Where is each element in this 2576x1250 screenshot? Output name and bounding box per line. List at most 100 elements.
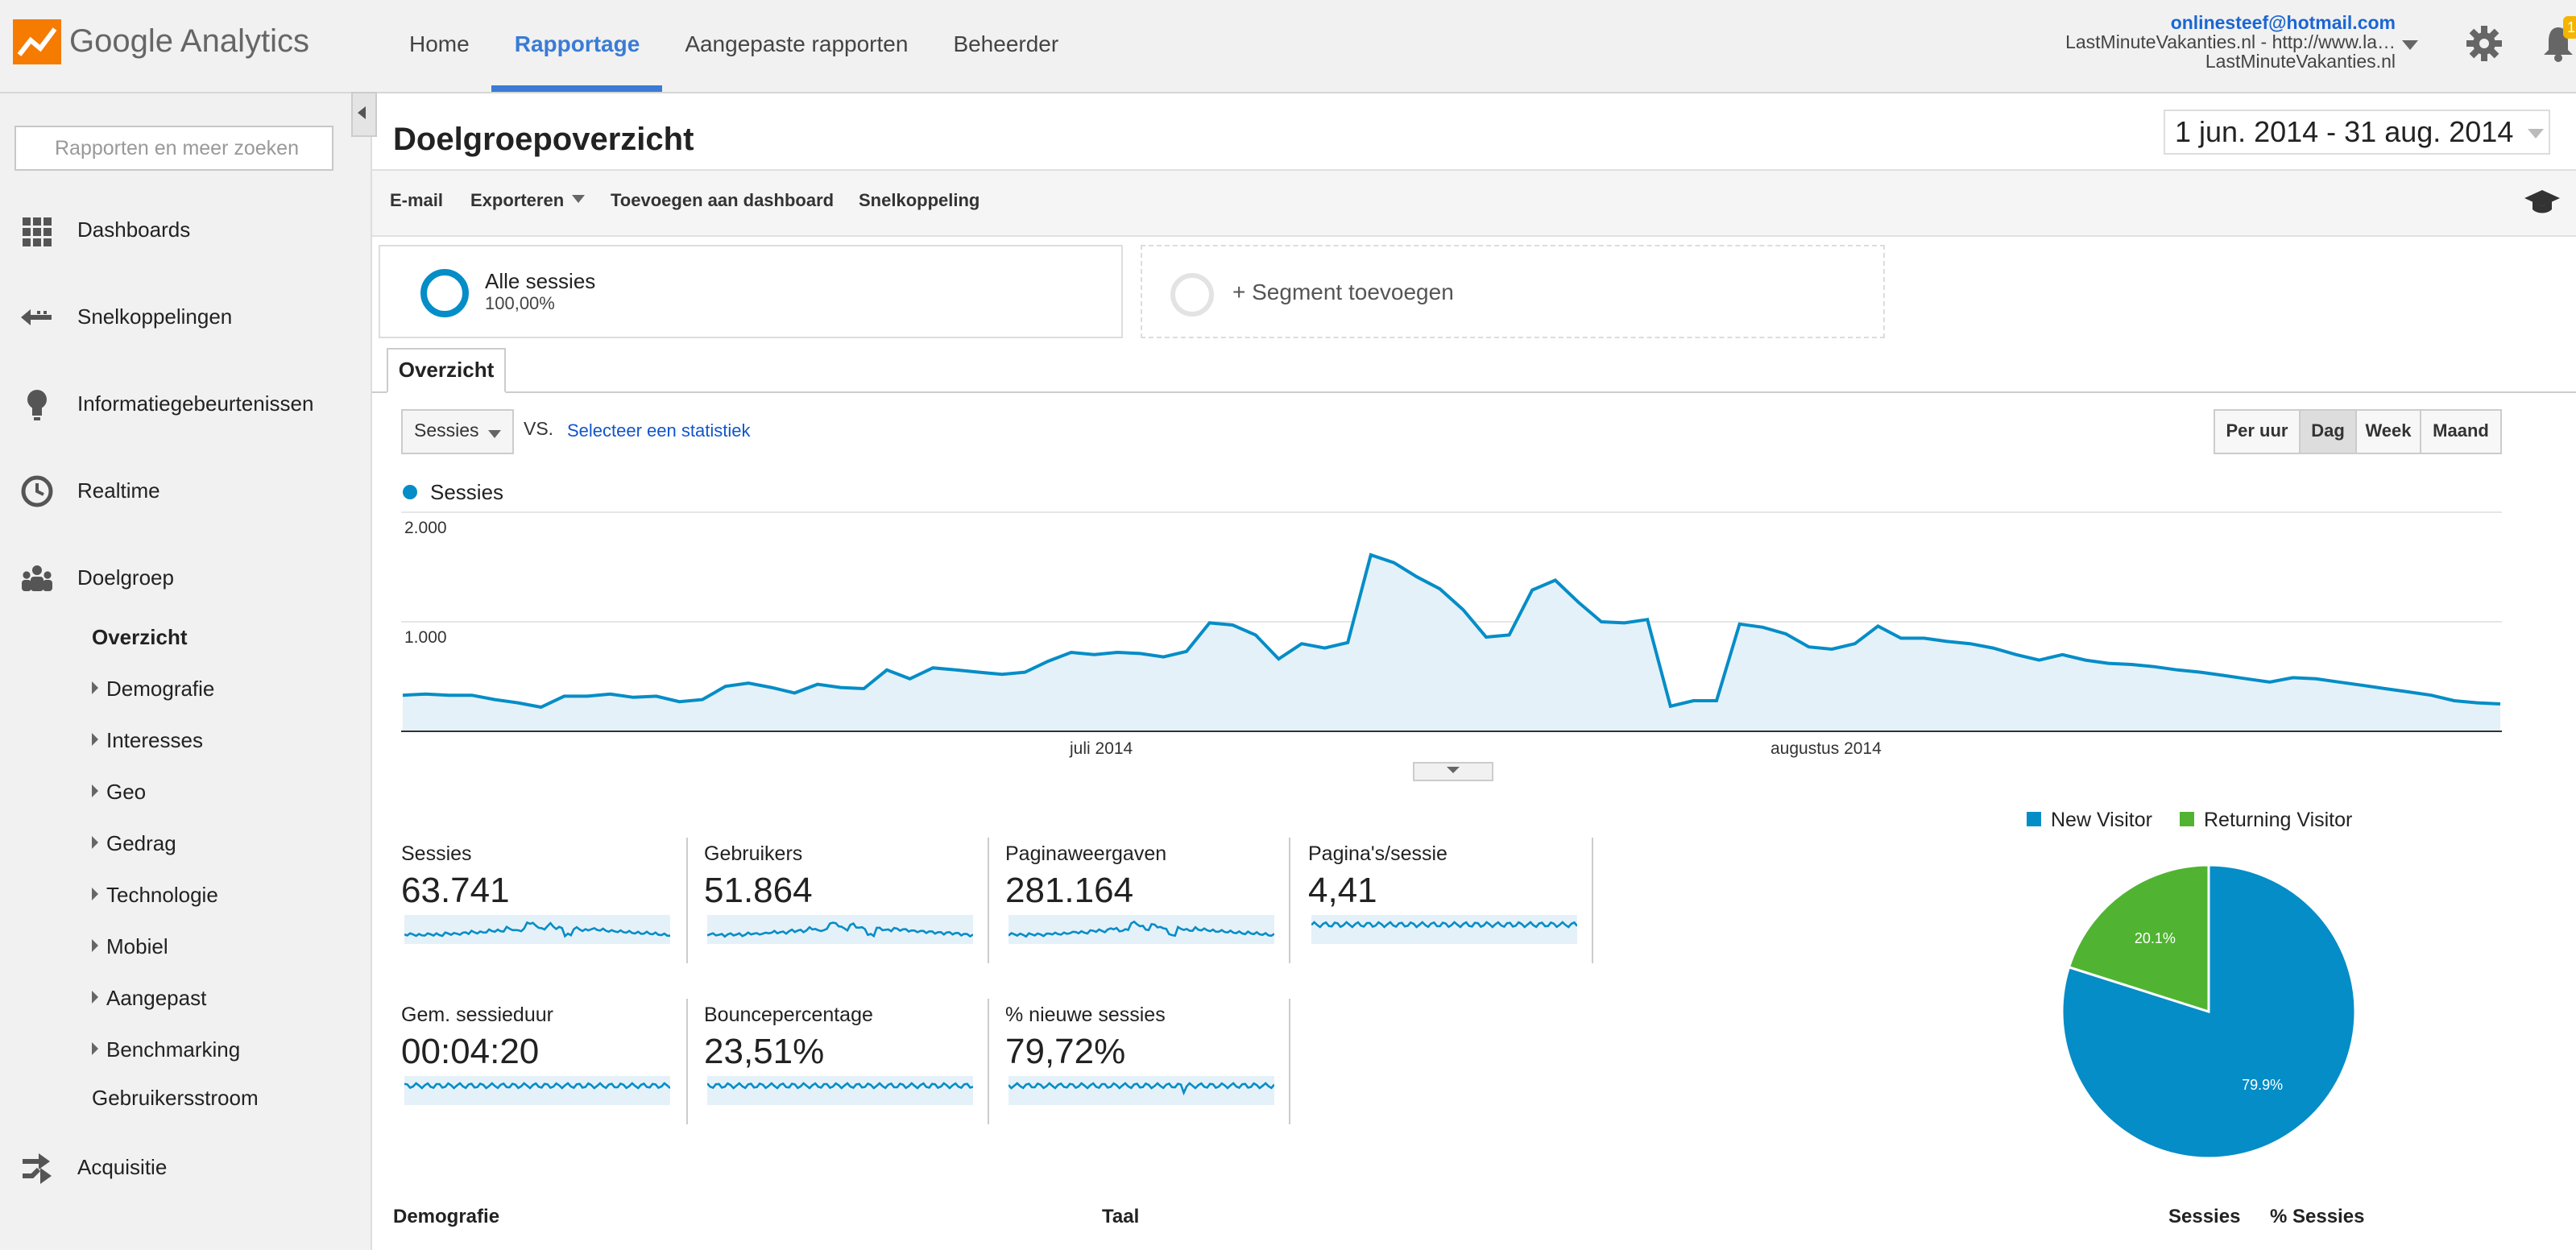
shortcut-button[interactable]: Snelkoppeling <box>859 192 980 211</box>
report-toolbar: E-mail Exporteren Toevoegen aan dashboar… <box>372 169 2576 237</box>
empty-segment-ring-icon <box>1170 273 1214 317</box>
sessions-line-chart[interactable] <box>401 509 2502 783</box>
sidebar-item-label: Snelkoppelingen <box>77 304 233 329</box>
sidebar-item-shortcuts[interactable]: Snelkoppelingen <box>0 293 371 341</box>
period-month-button[interactable]: Maand <box>2420 409 2502 454</box>
metric-select[interactable]: Sessies <box>401 409 514 454</box>
graduation-cap-icon[interactable] <box>2524 187 2560 216</box>
kpi-label: Paginaweergaven <box>1005 842 1167 865</box>
kpi-avg-session-duration[interactable]: Gem. sessieduur 00:04:20 <box>401 999 702 1124</box>
sidebar-sub-mobile[interactable]: Mobiel <box>92 934 168 958</box>
kpi-value: 23,51% <box>704 1031 825 1071</box>
kpi-pages-per-session[interactable]: Pagina's/sessie 4,41 <box>1308 838 1609 963</box>
visitor-type-pie-chart[interactable]: 79.9% 20.1% <box>2048 851 2370 1173</box>
table-header-pct-sessions[interactable]: % Sessies <box>2270 1205 2365 1227</box>
expand-icon <box>92 784 98 797</box>
gear-icon[interactable] <box>2466 26 2502 61</box>
sidebar-item-label: Informatiegebeurtenissen <box>77 391 314 416</box>
table-header-sessions[interactable]: Sessies <box>2168 1205 2241 1227</box>
sparkline-line <box>404 921 670 938</box>
kpi-value: 63.741 <box>401 870 510 910</box>
kpi-users[interactable]: Gebruikers 51.864 <box>704 838 1005 963</box>
export-label: Exporteren <box>470 192 565 211</box>
nav-custom-reports[interactable]: Aangepaste rapporten <box>685 31 909 56</box>
chevron-down-icon <box>572 195 586 203</box>
segment-ring-icon <box>420 269 469 317</box>
sidebar-sub-interests[interactable]: Interesses <box>92 728 203 752</box>
sidebar-item-dashboards[interactable]: Dashboards <box>0 206 371 255</box>
segment-all-sessions[interactable]: Alle sessies 100,00% <box>379 245 1123 338</box>
legend-label: Returning Visitor <box>2204 809 2353 831</box>
date-range-picker[interactable]: 1 jun. 2014 - 31 aug. 2014 <box>2164 110 2550 155</box>
account-email: onlinesteef@hotmail.com <box>2170 14 2396 34</box>
acquisition-icon <box>23 1153 52 1184</box>
sidebar-sub-custom[interactable]: Aangepast <box>92 986 206 1010</box>
select-statistic-link[interactable]: Selecteer een statistiek <box>567 422 751 441</box>
account-selector[interactable]: onlinesteef@hotmail.com LastMinuteVakant… <box>2065 14 2396 72</box>
search-input[interactable]: Rapporten en meer zoeken <box>14 126 333 171</box>
nav-rapportage[interactable]: Rapportage <box>491 0 663 92</box>
chevron-down-icon <box>2528 129 2544 139</box>
sidebar-item-realtime[interactable]: Realtime <box>0 467 371 515</box>
sidebar-sub-geo[interactable]: Geo <box>92 780 146 804</box>
kpi-divider <box>1289 838 1290 963</box>
sidebar-sub-benchmarking[interactable]: Benchmarking <box>92 1037 240 1062</box>
sidebar: Rapporten en meer zoeken Dashboards Snel… <box>0 93 372 1250</box>
kpi-bounce-rate[interactable]: Bouncepercentage 23,51% <box>704 999 1005 1124</box>
main-content: Doelgroepoverzicht 1 jun. 2014 - 31 aug.… <box>372 93 2576 1250</box>
google-analytics-logo-icon[interactable] <box>13 19 61 64</box>
x-tick-label: juli 2014 <box>1070 739 1133 759</box>
period-week-button[interactable]: Week <box>2355 409 2421 454</box>
kpi-sparkline <box>1311 915 1577 944</box>
legend-label: Sessies <box>430 480 504 504</box>
kpi-pageviews[interactable]: Paginaweergaven 281.164 <box>1005 838 1307 963</box>
page-title: Doelgroepoverzicht <box>393 122 694 158</box>
account-property: LastMinuteVakanties.nl - http://www.la… <box>2065 34 2396 53</box>
legend-swatch <box>2180 812 2194 826</box>
sidebar-item-intelligence[interactable]: Informatiegebeurtenissen <box>0 380 371 428</box>
sparkline-line <box>1008 920 1274 938</box>
sidebar-sub-label: Benchmarking <box>106 1037 241 1062</box>
table-header-demographics: Demografie <box>393 1205 500 1227</box>
kpi-label: Sessies <box>401 842 472 865</box>
sidebar-sub-demographics[interactable]: Demografie <box>92 677 214 701</box>
expand-icon <box>92 733 98 746</box>
expand-icon <box>92 888 98 900</box>
people-icon <box>22 565 52 591</box>
email-button[interactable]: E-mail <box>390 192 444 211</box>
add-segment-button[interactable]: + Segment toevoegen <box>1141 245 1885 338</box>
add-to-dashboard-button[interactable]: Toevoegen aan dashboard <box>611 192 835 211</box>
sidebar-sub-overview[interactable]: Overzicht <box>92 625 188 649</box>
sidebar-sub-technology[interactable]: Technologie <box>92 883 218 907</box>
sidebar-item-audience[interactable]: Doelgroep <box>0 554 371 602</box>
sparkline-line <box>1008 1082 1274 1096</box>
sparkline-area <box>707 915 973 944</box>
vs-label: VS. <box>524 420 554 440</box>
lightbulb-icon <box>27 390 47 420</box>
kpi-new-sessions[interactable]: % nieuwe sessies 79,72% <box>1005 999 1307 1124</box>
account-dropdown-icon[interactable] <box>2402 40 2418 50</box>
pie-legend-new: New Visitor <box>2027 809 2152 831</box>
table-header-language: Taal <box>1102 1205 1140 1227</box>
period-day-button[interactable]: Dag <box>2299 409 2357 454</box>
sidebar-item-acquisition[interactable]: Acquisitie <box>0 1144 371 1192</box>
sidebar-sub-behavior[interactable]: Gedrag <box>92 831 176 855</box>
expand-chart-handle[interactable] <box>1413 762 1493 781</box>
date-range-text: 1 jun. 2014 - 31 aug. 2014 <box>2175 116 2514 148</box>
sidebar-sub-label: Technologie <box>106 883 218 907</box>
shortcut-arrow-icon <box>21 309 52 325</box>
export-button[interactable]: Exporteren <box>470 192 586 211</box>
collapse-sidebar-button[interactable] <box>351 92 377 137</box>
tab-overview[interactable]: Overzicht <box>387 348 506 393</box>
kpi-sessions[interactable]: Sessies 63.741 <box>401 838 702 963</box>
period-hour-button[interactable]: Per uur <box>2214 409 2301 454</box>
pie-slice-new-visitor <box>2060 863 2357 1160</box>
brand-name[interactable]: Google Analytics <box>69 24 309 60</box>
sidebar-sub-users-flow[interactable]: Gebruikersstroom <box>92 1086 259 1110</box>
kpi-label: Pagina's/sessie <box>1308 842 1447 865</box>
legend-label: New Visitor <box>2051 809 2152 831</box>
sparkline-area <box>1008 1076 1274 1105</box>
sidebar-item-label: Realtime <box>77 478 160 503</box>
nav-admin[interactable]: Beheerder <box>953 31 1059 56</box>
nav-home[interactable]: Home <box>409 31 470 56</box>
